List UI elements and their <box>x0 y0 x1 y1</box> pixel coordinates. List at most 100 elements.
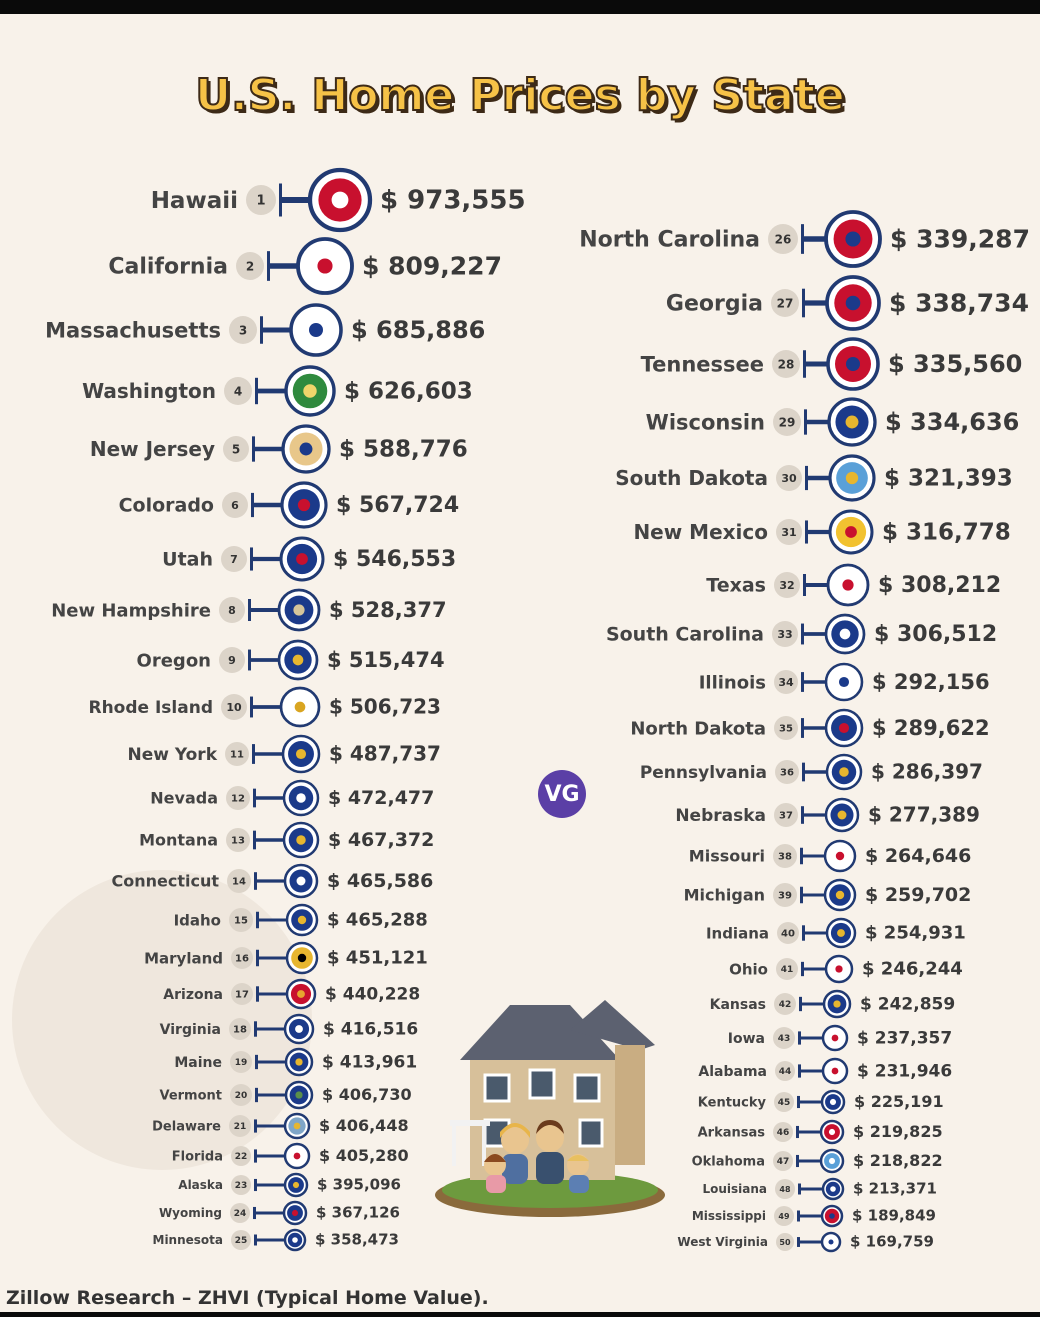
flag-emblem <box>309 323 323 337</box>
flag-emblem <box>835 890 845 900</box>
connector-cap <box>802 762 805 782</box>
price-value: $ 254,931 <box>865 923 966 944</box>
price-value: $ 451,121 <box>327 948 428 969</box>
state-label: New Mexico <box>633 520 768 544</box>
connector-cap <box>800 847 803 865</box>
rank-number: 20 <box>235 1091 248 1101</box>
rank-badge <box>774 1092 794 1112</box>
flag-emblem <box>829 1213 835 1219</box>
price-value: $ 358,473 <box>315 1231 399 1249</box>
price-value: $ 277,389 <box>868 802 980 826</box>
state-label: North Dakota <box>630 718 766 739</box>
flag-emblem <box>842 579 854 591</box>
connector-cap <box>254 1021 257 1037</box>
state-label: Wisconsin <box>646 410 765 434</box>
rank-badge <box>231 983 253 1005</box>
rank-number: 15 <box>234 916 248 927</box>
rank-number: 24 <box>234 1209 247 1219</box>
price-value: $ 413,961 <box>322 1052 417 1072</box>
flag-emblem <box>845 231 861 247</box>
rank-badge <box>236 252 264 280</box>
flag-emblem <box>293 604 305 616</box>
price-value: $ 286,397 <box>871 759 983 783</box>
rank-number: 37 <box>779 811 793 822</box>
connector-cap <box>797 1210 800 1222</box>
flag-emblem <box>297 498 311 512</box>
house-family-illustration <box>435 1000 665 1217</box>
rank-number: 28 <box>778 357 795 371</box>
rank-badge <box>774 572 800 598</box>
rank-badge <box>771 289 799 317</box>
price-value: $ 335,560 <box>888 350 1022 378</box>
flag-emblem <box>828 1157 836 1165</box>
connector-cap <box>253 830 256 850</box>
rank-badge <box>774 1206 794 1226</box>
rank-badge <box>776 519 802 545</box>
flag-emblem <box>297 953 307 963</box>
connector-cap <box>803 350 806 378</box>
state-label: Idaho <box>174 911 221 929</box>
rank-badge <box>230 1084 252 1106</box>
flag-emblem <box>845 295 861 311</box>
price-value: $ 338,734 <box>889 288 1029 317</box>
price-value: $ 308,212 <box>878 573 1001 598</box>
rank-number: 3 <box>239 323 247 337</box>
state-label: Wyoming <box>159 1206 222 1220</box>
flag-emblem <box>828 1128 836 1136</box>
rank-badge <box>224 377 252 405</box>
connector-cap <box>250 696 253 718</box>
connector-cap <box>256 986 259 1002</box>
connector-cap <box>805 520 808 544</box>
price-value: $ 973,555 <box>380 186 526 216</box>
rank-badge <box>219 647 245 673</box>
flag-emblem <box>833 1000 841 1008</box>
rank-number: 10 <box>226 701 242 714</box>
state-label: Montana <box>139 831 218 850</box>
state-label: Colorado <box>119 495 214 517</box>
price-value: $ 321,393 <box>884 466 1013 492</box>
bottom-border <box>0 1312 1040 1317</box>
state-label: Indiana <box>706 924 769 942</box>
rank-number: 12 <box>231 794 245 805</box>
connector-cap <box>253 1206 256 1220</box>
state-label: Minnesota <box>153 1233 224 1247</box>
rank-number: 35 <box>779 724 793 735</box>
connector-cap <box>252 744 255 764</box>
connector-cap <box>805 465 808 491</box>
rank-number: 26 <box>775 232 792 246</box>
price-value: $ 292,156 <box>872 670 990 694</box>
rank-badge <box>776 1233 794 1251</box>
rank-number: 5 <box>232 442 240 456</box>
state-label: Vermont <box>159 1089 222 1104</box>
rank-badge <box>226 786 250 810</box>
state-label: Mississippi <box>692 1209 766 1223</box>
price-value: $ 225,191 <box>854 1092 944 1111</box>
rank-number: 41 <box>781 965 794 975</box>
rank-number: 39 <box>778 891 792 902</box>
price-value: $ 440,228 <box>325 984 420 1004</box>
price-value: $ 406,730 <box>322 1085 412 1104</box>
flag-emblem <box>297 990 305 998</box>
connector-cap <box>801 806 804 824</box>
state-label: Nevada <box>150 789 218 808</box>
rank-badge <box>775 760 799 784</box>
flag-emblem <box>295 1091 303 1099</box>
connector-cap <box>255 1087 258 1103</box>
state-label: California <box>108 255 228 280</box>
flag-emblem <box>839 628 851 640</box>
state-label: Massachusetts <box>45 318 221 342</box>
state-label: Alaska <box>178 1178 223 1192</box>
price-value: $ 246,244 <box>862 959 963 980</box>
rank-number: 4 <box>234 384 242 398</box>
rank-number: 34 <box>778 676 794 689</box>
rank-number: 40 <box>781 929 795 940</box>
rank-number: 32 <box>779 579 794 592</box>
connector-cap <box>255 377 258 405</box>
state-label: Arkansas <box>698 1126 766 1141</box>
flag-emblem <box>837 810 847 820</box>
flag-emblem <box>839 767 849 777</box>
connector-cap <box>801 224 804 254</box>
rank-number: 30 <box>781 472 797 485</box>
rank-badge <box>774 670 798 694</box>
